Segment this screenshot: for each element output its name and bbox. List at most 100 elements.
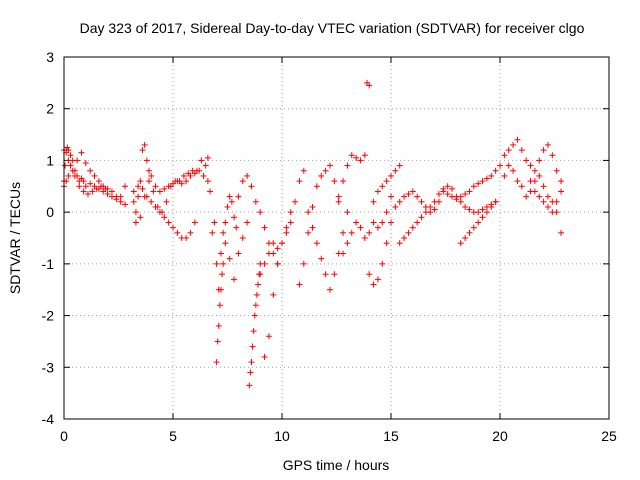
data-point	[143, 157, 150, 164]
data-point	[80, 188, 87, 195]
data-point	[479, 206, 486, 213]
data-point	[104, 191, 111, 198]
data-point	[252, 302, 259, 309]
data-point	[527, 178, 534, 185]
data-point	[89, 188, 96, 195]
x-tick-label: 5	[169, 428, 177, 444]
data-point	[274, 245, 281, 252]
data-point	[470, 183, 477, 190]
grid	[64, 57, 609, 419]
data-point	[69, 167, 76, 174]
data-point	[361, 235, 368, 241]
data-point	[257, 209, 264, 216]
data-point	[214, 338, 221, 345]
data-point	[366, 229, 373, 236]
data-point	[287, 209, 294, 216]
data-point	[553, 198, 560, 205]
data-point	[244, 219, 251, 226]
data-point	[152, 183, 159, 190]
data-point	[549, 152, 556, 159]
y-tick-label: 0	[46, 204, 54, 220]
data-point	[527, 162, 534, 169]
data-point	[180, 172, 187, 179]
data-point	[488, 203, 495, 210]
data-point	[544, 203, 551, 210]
data-point	[331, 271, 338, 278]
data-point	[296, 281, 303, 288]
data-point	[235, 250, 242, 257]
data-point	[462, 191, 469, 198]
data-point	[62, 162, 69, 169]
data-point	[523, 193, 530, 200]
y-tick-label: -1	[42, 256, 55, 272]
x-tick-label: 0	[60, 428, 68, 444]
data-point	[501, 172, 508, 179]
data-point	[453, 193, 460, 200]
y-axis: -4 -3 -2 -1 0 1 2 3	[42, 49, 609, 427]
data-point	[249, 343, 256, 350]
y-tick-label: 2	[46, 101, 54, 117]
data-point	[449, 185, 456, 192]
data-point	[253, 291, 260, 298]
data-point	[540, 147, 547, 154]
data-point	[279, 240, 285, 247]
data-point	[265, 250, 272, 257]
data-point	[305, 209, 312, 216]
data-point	[156, 188, 163, 195]
data-point	[401, 235, 408, 241]
data-point	[167, 183, 174, 190]
data-point	[322, 271, 329, 278]
data-point	[135, 193, 142, 200]
data-point	[270, 291, 277, 298]
data-point	[505, 147, 512, 154]
chart-title: Day 323 of 2017, Sidereal Day-to-day VTE…	[80, 20, 585, 36]
data-point	[74, 157, 81, 164]
data-point	[479, 178, 486, 185]
data-point	[163, 198, 170, 205]
data-point	[117, 198, 124, 205]
data-point	[283, 229, 290, 236]
data-point	[383, 240, 390, 247]
data-point	[82, 160, 89, 167]
data-point	[216, 302, 223, 309]
data-point	[141, 141, 148, 148]
data-point	[67, 162, 74, 169]
data-point	[213, 359, 220, 366]
data-point	[366, 271, 373, 278]
data-point	[409, 188, 416, 195]
data-point	[261, 260, 268, 267]
data-point	[139, 185, 146, 192]
data-point	[239, 235, 246, 241]
data-point	[187, 229, 194, 236]
data-point	[501, 152, 508, 159]
data-point	[87, 180, 94, 187]
data-point	[261, 224, 268, 231]
plot-area	[61, 79, 565, 389]
data-point	[135, 183, 142, 190]
data-point	[193, 167, 200, 174]
data-point	[466, 206, 473, 213]
data-point	[65, 157, 72, 164]
data-point	[170, 224, 176, 231]
x-tick-label: 25	[601, 428, 617, 444]
data-point	[217, 286, 224, 293]
data-point	[322, 167, 329, 174]
data-point	[553, 167, 560, 174]
data-point	[536, 172, 543, 179]
y-axis-label: SDTVAR / TECUs	[7, 182, 23, 294]
data-point	[251, 312, 258, 319]
data-point	[492, 198, 499, 205]
data-point	[146, 167, 153, 174]
data-point	[479, 214, 486, 221]
data-point	[549, 209, 556, 216]
data-point	[82, 183, 89, 190]
data-point	[233, 224, 240, 231]
data-point	[470, 224, 477, 231]
data-point	[215, 322, 222, 329]
data-point	[466, 229, 473, 236]
data-point	[409, 224, 416, 231]
data-point	[523, 157, 530, 164]
data-point	[388, 219, 394, 226]
data-point	[379, 219, 386, 226]
data-point	[353, 219, 360, 226]
